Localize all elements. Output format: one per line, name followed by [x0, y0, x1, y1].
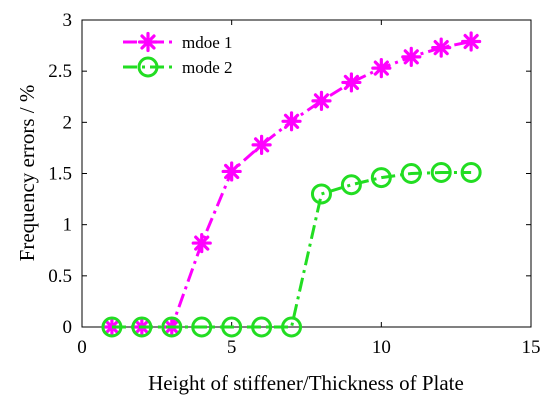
data-point	[461, 31, 482, 52]
legend-item-2: mode 2	[123, 56, 233, 78]
y-axis-label: Frequency errors / %	[15, 85, 39, 262]
data-point	[101, 316, 123, 338]
axes: 0 5 10 15 0 0.5 1 1.5 2 2.5 3	[48, 10, 540, 358]
data-point	[341, 72, 362, 93]
x-tick-label: 0	[77, 337, 87, 358]
series-line	[111, 170, 472, 329]
y-tick-label: 0	[63, 317, 73, 338]
data-point	[161, 316, 183, 338]
legend: mdoe 1 mode 2	[123, 31, 233, 78]
data-point	[311, 90, 332, 111]
legend-item-1: mdoe 1	[123, 31, 233, 53]
series-1	[101, 31, 482, 338]
data-point	[191, 316, 213, 338]
y-tick-label: 2.5	[48, 61, 72, 82]
data-point	[221, 161, 242, 182]
y-tick-label: 0.5	[48, 266, 72, 287]
legend-marker	[137, 31, 159, 53]
y-tick-label: 1.5	[48, 164, 72, 185]
data-point	[430, 161, 452, 183]
data-point	[191, 232, 212, 254]
data-point	[370, 167, 392, 189]
y-tick-label: 1	[63, 215, 73, 236]
data-point	[401, 46, 422, 67]
legend-marker	[137, 56, 159, 78]
data-point	[131, 316, 153, 338]
data-point	[221, 316, 243, 338]
data-point	[431, 37, 452, 58]
legend-label: mode 2	[182, 58, 233, 77]
data-point	[281, 316, 303, 338]
data-point	[251, 134, 272, 155]
data-point	[460, 161, 482, 183]
legend-label: mdoe 1	[182, 33, 233, 52]
series-line	[111, 40, 472, 329]
series-2	[101, 161, 482, 338]
data-point	[340, 174, 362, 196]
x-tick-label: 5	[227, 337, 237, 358]
y-tick-label: 2	[63, 112, 73, 133]
data-point	[371, 57, 392, 79]
data-point	[251, 316, 273, 338]
data-point	[400, 163, 422, 184]
x-axis-label: Height of stiffener/Thickness of Plate	[148, 371, 464, 395]
data-point	[310, 183, 332, 205]
series-layer	[101, 31, 482, 338]
y-tick-label: 3	[63, 10, 73, 31]
data-point	[281, 111, 302, 132]
x-tick-label: 10	[372, 337, 391, 358]
x-tick-label: 15	[522, 337, 541, 358]
